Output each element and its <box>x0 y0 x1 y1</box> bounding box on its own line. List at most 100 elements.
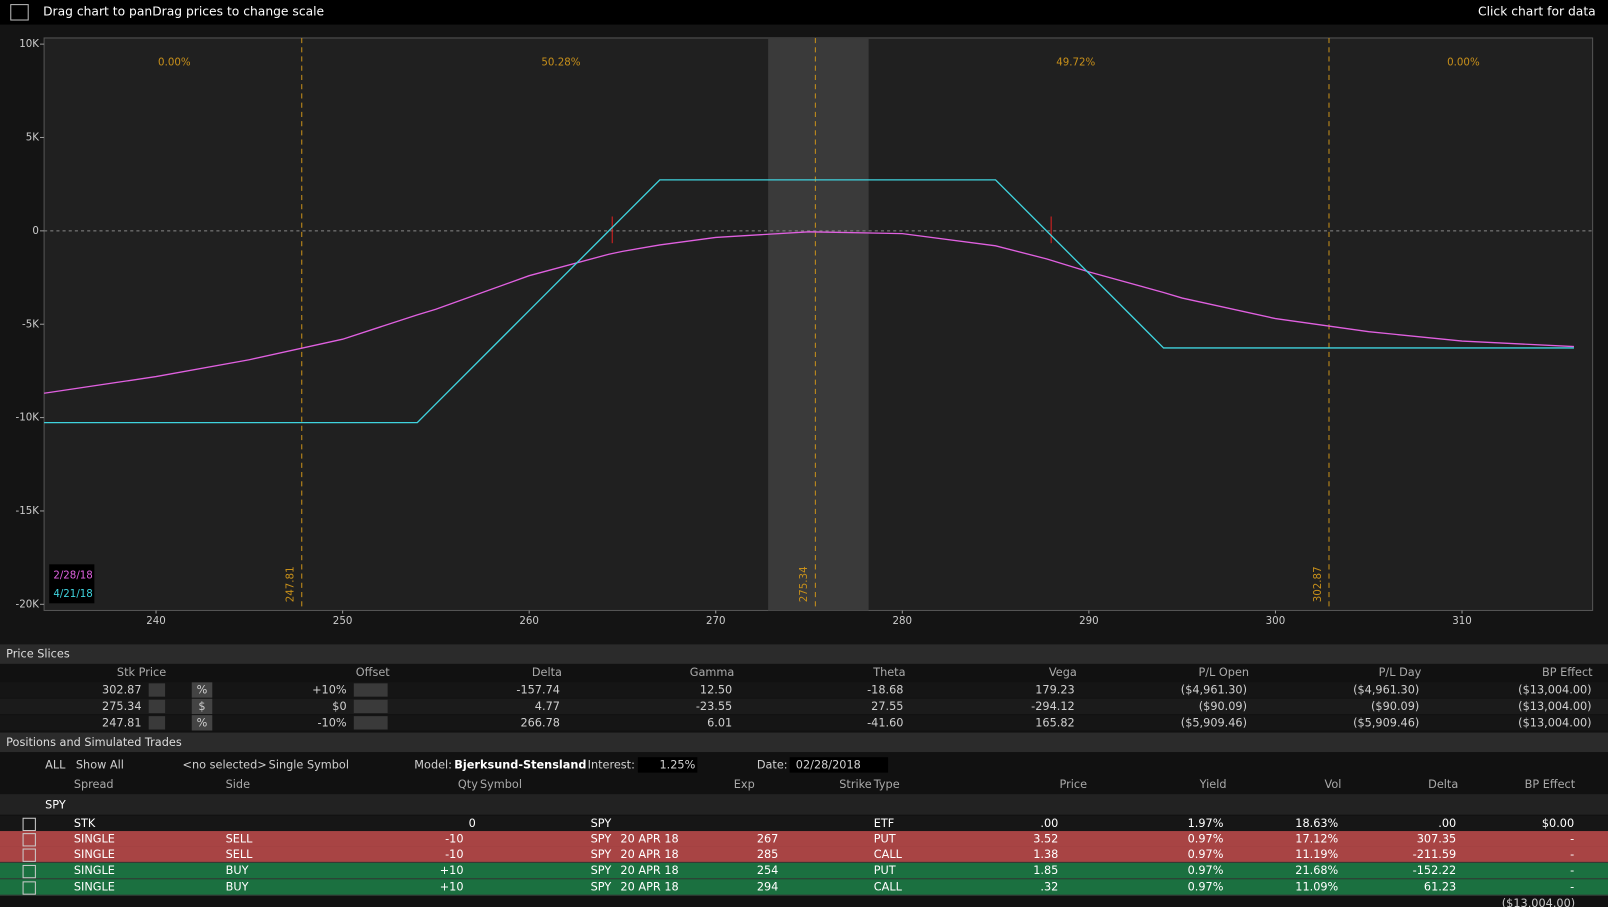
chart-action[interactable]: Click chart for data <box>1478 4 1596 19</box>
column-header: Yield <box>1199 777 1227 792</box>
y-tick-label: 10K <box>19 38 39 50</box>
position-row <box>0 846 1608 863</box>
y-tick-label: 5K <box>26 132 40 144</box>
group-label: SPY <box>45 798 66 812</box>
column-header: Delta <box>1428 777 1459 792</box>
slice-cell: ($4,961.30) <box>1353 683 1420 697</box>
position-cell: - <box>1570 832 1575 846</box>
toolbar-item[interactable]: Single Symbol <box>268 758 349 772</box>
position-cell[interactable]: -10 <box>445 847 464 861</box>
position-cell: 21.68% <box>1295 863 1339 878</box>
column-header: Type <box>873 777 900 792</box>
position-cell: - <box>1570 880 1575 894</box>
column-header: Symbol <box>479 777 522 792</box>
slice-cell: -10% <box>317 716 347 730</box>
offset-unit[interactable]: % <box>191 682 213 698</box>
row-checkbox[interactable] <box>22 881 36 895</box>
position-cell: 307.35 <box>1416 832 1457 846</box>
spinner[interactable] <box>353 683 388 697</box>
slice-cell: 302.87 <box>102 683 142 697</box>
column-header: Delta <box>531 665 562 680</box>
position-cell: - <box>1570 863 1575 878</box>
position-row <box>0 815 1608 833</box>
position-cell: ETF <box>873 816 895 831</box>
toolbar-item[interactable]: <no selected> <box>182 758 267 772</box>
position-cell[interactable]: 0 <box>468 816 476 831</box>
legend-entry: 4/21/18 <box>53 588 93 600</box>
position-row <box>0 862 1608 880</box>
toolbar-item[interactable]: Model: <box>414 758 452 772</box>
date-field[interactable]: 02/28/2018 <box>789 757 889 773</box>
position-cell: $0.00 <box>1541 816 1575 831</box>
position-cell[interactable]: -10 <box>445 832 464 846</box>
row-checkbox[interactable] <box>22 848 36 862</box>
position-cell[interactable]: BUY <box>225 863 249 878</box>
row-checkbox[interactable] <box>22 817 36 832</box>
position-cell: 0.97% <box>1187 880 1224 894</box>
slice-cell: ($13,004.00) <box>1518 699 1592 714</box>
position-cell: 0.97% <box>1187 832 1224 846</box>
slice-cell: ($5,909.46) <box>1353 716 1420 730</box>
position-cell[interactable]: +10 <box>439 863 464 878</box>
spinner[interactable] <box>148 683 166 697</box>
slice-cell: 4.77 <box>534 699 560 714</box>
y-tick-label: -20K <box>16 598 40 610</box>
pl-line <box>43 231 1574 394</box>
position-cell: CALL <box>873 847 902 861</box>
section-title: Positions and Simulated Trades <box>6 735 182 749</box>
column-header: Qty <box>457 777 478 792</box>
spinner[interactable] <box>353 716 388 730</box>
position-cell: 11.09% <box>1295 880 1339 894</box>
slice-cell: 27.55 <box>871 699 904 714</box>
column-header: Spread <box>73 777 114 792</box>
position-cell: 20 APR 18 <box>620 863 679 878</box>
slice-cell: 12.50 <box>699 683 733 697</box>
y-tick-label: -10K <box>16 412 40 424</box>
probability-label: 0.00% <box>158 57 191 69</box>
offset-unit[interactable]: $ <box>191 698 213 715</box>
toolbar-item[interactable]: Show All <box>75 758 124 772</box>
position-cell: 254 <box>756 863 779 878</box>
chart-icon[interactable] <box>10 4 29 21</box>
position-cell[interactable]: 3.52 <box>1033 832 1059 846</box>
row-checkbox[interactable] <box>22 864 36 879</box>
position-cell[interactable]: SELL <box>225 847 253 861</box>
position-cell[interactable]: .32 <box>1040 880 1059 894</box>
toolbar-item[interactable]: Bjerksund-Stensland <box>454 758 587 772</box>
chart[interactable]: 10K 5K 0 -5K -10K -15K -20K 240 250 260 270 280 290 3… <box>0 24 1608 645</box>
slice-cell: 179.23 <box>1035 683 1075 697</box>
position-cell: 20 APR 18 <box>620 832 679 846</box>
slice-cell: -23.55 <box>695 699 733 714</box>
x-tick-label: 280 <box>893 615 913 627</box>
position-cell[interactable]: .00 <box>1040 816 1059 831</box>
column-header: Side <box>225 777 251 792</box>
hint: Drag chart to panDrag prices to change s… <box>43 4 325 19</box>
total: ($13,004.00) <box>1501 896 1576 907</box>
row-checkbox[interactable] <box>22 833 36 847</box>
position-cell[interactable]: +10 <box>439 880 464 894</box>
slice-cell: ($4,961.30) <box>1180 683 1248 697</box>
position-cell[interactable]: 1.85 <box>1033 863 1059 878</box>
toolbar-item[interactable]: ALL <box>45 758 66 772</box>
x-tick-label: 240 <box>146 615 166 627</box>
position-cell[interactable]: SELL <box>225 832 253 846</box>
position-cell: PUT <box>873 863 896 878</box>
y-tick-label: -5K <box>22 318 39 330</box>
add-button[interactable] <box>1544 646 1560 661</box>
position-row <box>0 879 1608 896</box>
position-cell[interactable]: 1.38 <box>1033 847 1059 861</box>
position-cell[interactable]: BUY <box>225 880 249 894</box>
spinner[interactable] <box>353 699 388 714</box>
toolbar-item[interactable]: Interest: <box>587 758 635 772</box>
spinner[interactable] <box>148 699 166 714</box>
toolbar-item[interactable]: Date: <box>756 758 788 772</box>
spinner[interactable] <box>148 716 166 730</box>
interest-field[interactable]: 1.25% <box>637 757 698 773</box>
offset-unit[interactable]: % <box>191 715 213 731</box>
position-cell: 1.97% <box>1187 816 1224 831</box>
position-cell: SINGLE <box>73 847 115 861</box>
slice-cell: -157.74 <box>516 683 560 697</box>
slice-cell: ($90.09) <box>1371 699 1420 714</box>
group-row <box>0 794 1608 815</box>
